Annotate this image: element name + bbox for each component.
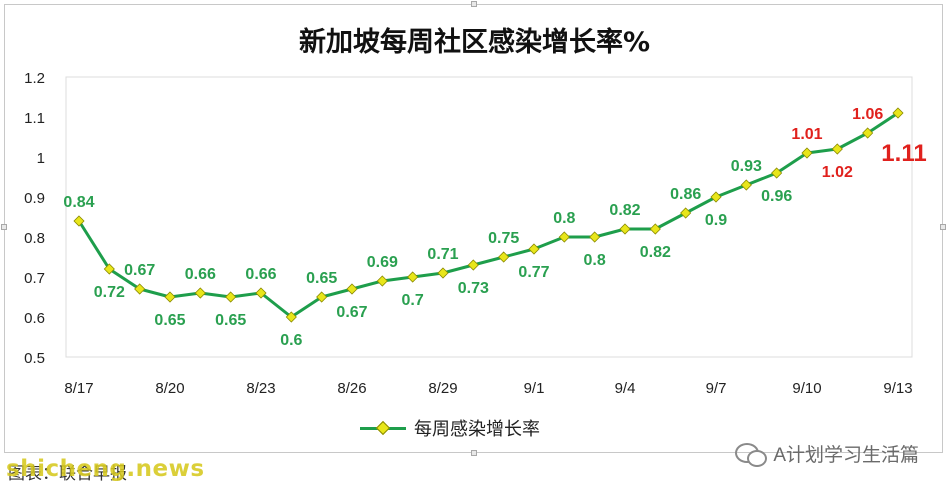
x-tick-label: 8/26 (337, 380, 366, 397)
data-label: 0.9 (705, 212, 727, 229)
x-tick-label: 8/23 (246, 380, 275, 397)
resize-handle-top[interactable] (471, 1, 477, 7)
data-label: 0.72 (94, 284, 125, 301)
data-point (528, 243, 540, 255)
x-tick-label: 8/29 (428, 380, 457, 397)
data-label: 0.77 (518, 264, 549, 281)
data-label: 0.7 (402, 292, 424, 309)
legend-swatch (360, 416, 406, 440)
data-point (225, 291, 237, 303)
data-point (589, 231, 601, 243)
data-label: 0.69 (367, 254, 398, 271)
y-tick-label: 0.6 (24, 310, 45, 327)
data-label: 0.66 (245, 266, 276, 283)
wechat-icon (733, 441, 768, 467)
data-label: 0.65 (215, 312, 246, 329)
plot-area (65, 76, 913, 358)
data-label: 0.75 (488, 230, 519, 247)
watermark-text: A计划学习生活篇 (773, 445, 919, 466)
data-point (619, 223, 631, 235)
data-point (771, 167, 783, 179)
data-label: 0.67 (124, 262, 155, 279)
data-label: 0.67 (336, 304, 367, 321)
data-label: 0.82 (609, 202, 640, 219)
y-tick-label: 0.5 (24, 350, 45, 367)
data-label: 0.73 (458, 280, 489, 297)
data-point (164, 291, 176, 303)
data-point (649, 223, 661, 235)
data-point (316, 291, 328, 303)
site-logo: shicheng.news (6, 456, 205, 482)
data-label: 1.02 (822, 164, 853, 181)
data-point (376, 275, 388, 287)
resize-handle-left[interactable] (1, 224, 7, 230)
y-tick-label: 1 (37, 150, 45, 167)
x-tick-label: 9/7 (706, 380, 727, 397)
data-label: 0.84 (63, 194, 94, 211)
data-label: 0.65 (154, 312, 185, 329)
y-tick-label: 1.1 (24, 110, 45, 127)
data-point (680, 207, 692, 219)
x-tick-label: 8/17 (64, 380, 93, 397)
data-label: 1.06 (852, 106, 883, 123)
data-label: 0.8 (553, 210, 575, 227)
data-point (831, 143, 843, 155)
chart-title: 新加坡每周社区感染增长率% (298, 27, 651, 58)
legend-label: 每周感染增长率 (414, 419, 540, 440)
data-point (285, 311, 297, 323)
data-point (801, 147, 813, 159)
data-label: 0.93 (731, 158, 762, 175)
data-label: 0.96 (761, 188, 792, 205)
data-point (467, 259, 479, 271)
source-credit: 图表：联合早报 (8, 464, 127, 484)
data-point (346, 283, 358, 295)
data-point (73, 215, 85, 227)
resize-handle-right[interactable] (940, 224, 946, 230)
x-tick-label: 9/1 (524, 380, 545, 397)
data-label: 0.86 (670, 186, 701, 203)
data-point (498, 251, 510, 263)
data-label: 0.71 (427, 246, 458, 263)
data-label: 0.66 (185, 266, 216, 283)
data-point (437, 267, 449, 279)
data-point (194, 287, 206, 299)
data-label: 1.01 (791, 126, 822, 143)
data-point (407, 271, 419, 283)
data-point (710, 191, 722, 203)
y-tick-label: 0.9 (24, 190, 45, 207)
data-point (103, 263, 115, 275)
y-tick-label: 1.2 (24, 70, 45, 87)
data-label: 0.65 (306, 270, 337, 287)
data-point (255, 287, 267, 299)
y-tick-label: 0.8 (24, 230, 45, 247)
data-label: 0.8 (584, 252, 606, 269)
x-tick-label: 9/13 (883, 380, 912, 397)
data-label: 0.6 (280, 332, 302, 349)
data-point (134, 283, 146, 295)
data-point (862, 127, 874, 139)
data-label: 0.82 (640, 244, 671, 261)
data-point (558, 231, 570, 243)
data-label: 1.11 (881, 140, 926, 167)
watermark: A计划学习生活篇 (733, 440, 919, 467)
x-tick-label: 9/10 (792, 380, 821, 397)
y-tick-label: 0.7 (24, 270, 45, 287)
data-point (740, 179, 752, 191)
series-line (77, 111, 899, 319)
x-tick-label: 8/20 (155, 380, 184, 397)
legend: 每周感染增长率 (360, 416, 540, 440)
data-point (892, 107, 904, 119)
resize-handle-bottom[interactable] (471, 450, 477, 456)
x-tick-label: 9/4 (615, 380, 636, 397)
